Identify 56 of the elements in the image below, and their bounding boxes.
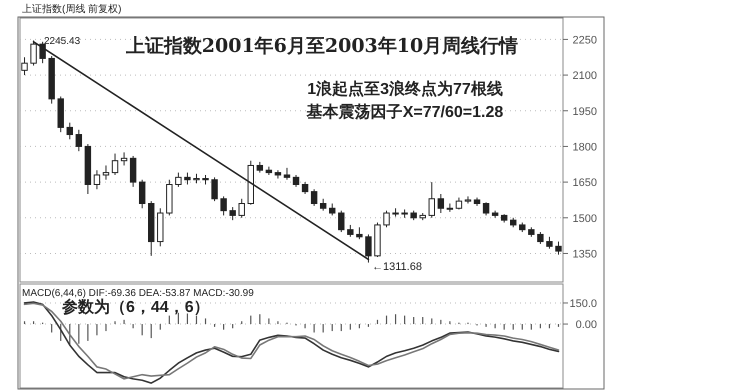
- candlestick: [21, 56, 28, 76]
- y-tick-label: 0.00: [576, 319, 597, 332]
- text: 上证指数2001年6月至2003年10月周线行情: [124, 35, 518, 57]
- candlestick: [256, 161, 264, 174]
- candlestick: [184, 172, 191, 185]
- candlestick: [229, 206, 236, 221]
- y-tick-label: 1350: [572, 248, 597, 260]
- y-tick-label: 1500: [572, 212, 597, 225]
- annotation: ←1311.68: [372, 261, 422, 273]
- annotation: MACD(6,44,6) DIF:-69.36 DEA:-53.87 MACD:-30.99: [22, 288, 254, 299]
- candlestick: [175, 172, 182, 188]
- candlestick: [238, 198, 245, 218]
- candlestick: [428, 182, 435, 218]
- y-tick-label: 150.0: [569, 298, 597, 310]
- candlestick: [102, 164, 110, 180]
- candlestick: [482, 202, 490, 216]
- candlestick: [193, 173, 200, 184]
- candlestick: [220, 196, 227, 216]
- candlestick: [438, 194, 444, 214]
- candlestick: [338, 210, 344, 233]
- y-tick-label: 1800: [572, 141, 597, 154]
- candlestick: [555, 241, 562, 256]
- candlestick: [76, 129, 82, 152]
- candlestick: [94, 170, 100, 190]
- candlestick: [410, 210, 417, 221]
- candlestick: [211, 176, 218, 202]
- y-tick-label: 1650: [572, 177, 597, 190]
- candlestick: [347, 224, 354, 238]
- candlestick: [284, 167, 290, 180]
- candlestick: [112, 153, 118, 176]
- text: 上证指数(周线 前复权): [22, 3, 122, 15]
- candlestick: [456, 197, 462, 210]
- candlestick: [528, 226, 535, 238]
- candlestick: [138, 179, 146, 209]
- annotation: 基本震荡因子X=77/60=1.28: [306, 103, 504, 121]
- candlestick: [329, 203, 336, 216]
- candlestick: [320, 198, 326, 212]
- candlestick: [383, 210, 390, 228]
- candlestick: [310, 188, 318, 206]
- candlestick: [302, 182, 308, 194]
- y-tick-label: 1950: [572, 106, 597, 118]
- annotation: 1浪起点至3浪终点为77根线: [307, 79, 503, 98]
- y-tick-label: 2250: [572, 34, 597, 46]
- candlestick: [519, 222, 526, 233]
- candlestick: [546, 236, 553, 250]
- candlestick: [130, 155, 136, 188]
- candlestick: [356, 226, 363, 240]
- candlestick: [202, 174, 209, 185]
- candlestick: [66, 122, 73, 140]
- annotation: 参数为（6，44，6）: [61, 298, 210, 316]
- y-tick-label: 2100: [572, 70, 597, 82]
- candlestick: [537, 232, 544, 244]
- annotation: 2245.43: [44, 36, 81, 47]
- candlestick: [292, 174, 300, 188]
- candlestick: [510, 217, 516, 228]
- candlestick: [120, 152, 128, 166]
